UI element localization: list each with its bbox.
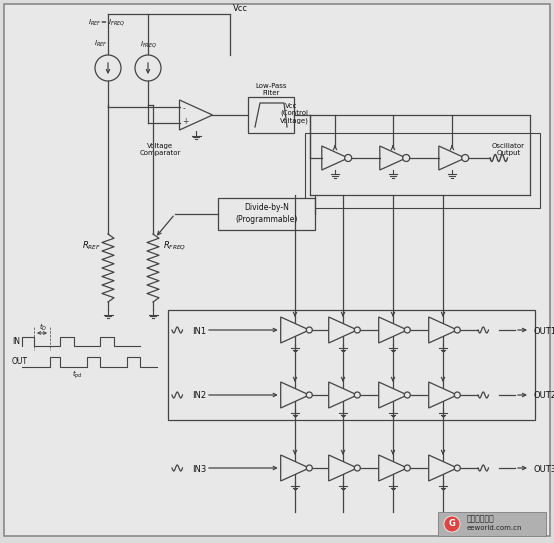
Text: Vcc: Vcc <box>285 103 297 109</box>
Polygon shape <box>429 317 457 343</box>
Text: IN: IN <box>12 337 20 346</box>
Text: $I_{REF}$: $I_{REF}$ <box>94 39 107 49</box>
Polygon shape <box>439 146 465 170</box>
Polygon shape <box>380 146 406 170</box>
Text: +: + <box>182 117 189 125</box>
Circle shape <box>355 465 360 471</box>
Text: Divide-by-N: Divide-by-N <box>244 204 289 212</box>
Circle shape <box>95 55 121 81</box>
Circle shape <box>135 55 161 81</box>
Text: IN1: IN1 <box>192 326 206 336</box>
Text: Filter: Filter <box>262 90 280 96</box>
Circle shape <box>403 155 410 161</box>
Text: Low-Pass: Low-Pass <box>255 83 287 89</box>
Text: (Control: (Control <box>280 110 308 117</box>
Bar <box>168 310 535 420</box>
Polygon shape <box>379 382 407 408</box>
Text: $t_D$: $t_D$ <box>39 322 47 333</box>
Text: eeworld.com.cn: eeworld.com.cn <box>467 525 522 531</box>
Bar <box>438 512 546 536</box>
Polygon shape <box>329 455 357 481</box>
Text: Comparator: Comparator <box>139 150 181 156</box>
Polygon shape <box>429 382 457 408</box>
Circle shape <box>345 155 352 161</box>
Bar <box>248 97 294 133</box>
Text: $t_{pd}$: $t_{pd}$ <box>72 369 83 381</box>
Circle shape <box>444 516 460 532</box>
Text: $R_{FREQ}$: $R_{FREQ}$ <box>163 239 186 252</box>
Text: -: - <box>182 104 185 113</box>
Circle shape <box>306 465 312 471</box>
Circle shape <box>306 327 312 333</box>
Text: G: G <box>449 520 455 528</box>
Polygon shape <box>379 455 407 481</box>
Polygon shape <box>429 455 457 481</box>
Bar <box>305 133 540 208</box>
Text: $R_{REF}$: $R_{REF}$ <box>82 239 101 251</box>
Text: OUT1: OUT1 <box>533 326 554 336</box>
Circle shape <box>454 327 460 333</box>
Polygon shape <box>379 317 407 343</box>
Text: $I_{FREQ}$: $I_{FREQ}$ <box>140 39 157 50</box>
Text: OUT2: OUT2 <box>533 392 554 401</box>
Polygon shape <box>179 100 213 130</box>
Text: OUT: OUT <box>12 357 28 366</box>
Circle shape <box>404 392 411 398</box>
Bar <box>218 198 315 230</box>
Text: Voltage): Voltage) <box>280 117 309 123</box>
Circle shape <box>306 392 312 398</box>
Polygon shape <box>322 146 348 170</box>
Polygon shape <box>329 317 357 343</box>
Text: (Programmable): (Programmable) <box>235 216 297 224</box>
Circle shape <box>404 327 411 333</box>
Text: IN2: IN2 <box>192 392 206 401</box>
Text: Output: Output <box>497 150 521 156</box>
Polygon shape <box>329 382 357 408</box>
Circle shape <box>454 465 460 471</box>
Circle shape <box>355 327 360 333</box>
Text: $I_{REF} = I_{FREQ}$: $I_{REF} = I_{FREQ}$ <box>88 17 125 28</box>
Polygon shape <box>281 382 309 408</box>
Text: Vcc: Vcc <box>233 4 248 13</box>
Circle shape <box>404 465 411 471</box>
Text: 电子工程世界: 电子工程世界 <box>467 515 495 523</box>
Circle shape <box>454 392 460 398</box>
Polygon shape <box>281 317 309 343</box>
Text: IN3: IN3 <box>192 464 206 473</box>
Text: Voltage: Voltage <box>147 143 173 149</box>
Circle shape <box>461 155 469 161</box>
Circle shape <box>355 392 360 398</box>
Text: OUT3: OUT3 <box>533 464 554 473</box>
Text: Oscillator: Oscillator <box>492 143 525 149</box>
Polygon shape <box>281 455 309 481</box>
